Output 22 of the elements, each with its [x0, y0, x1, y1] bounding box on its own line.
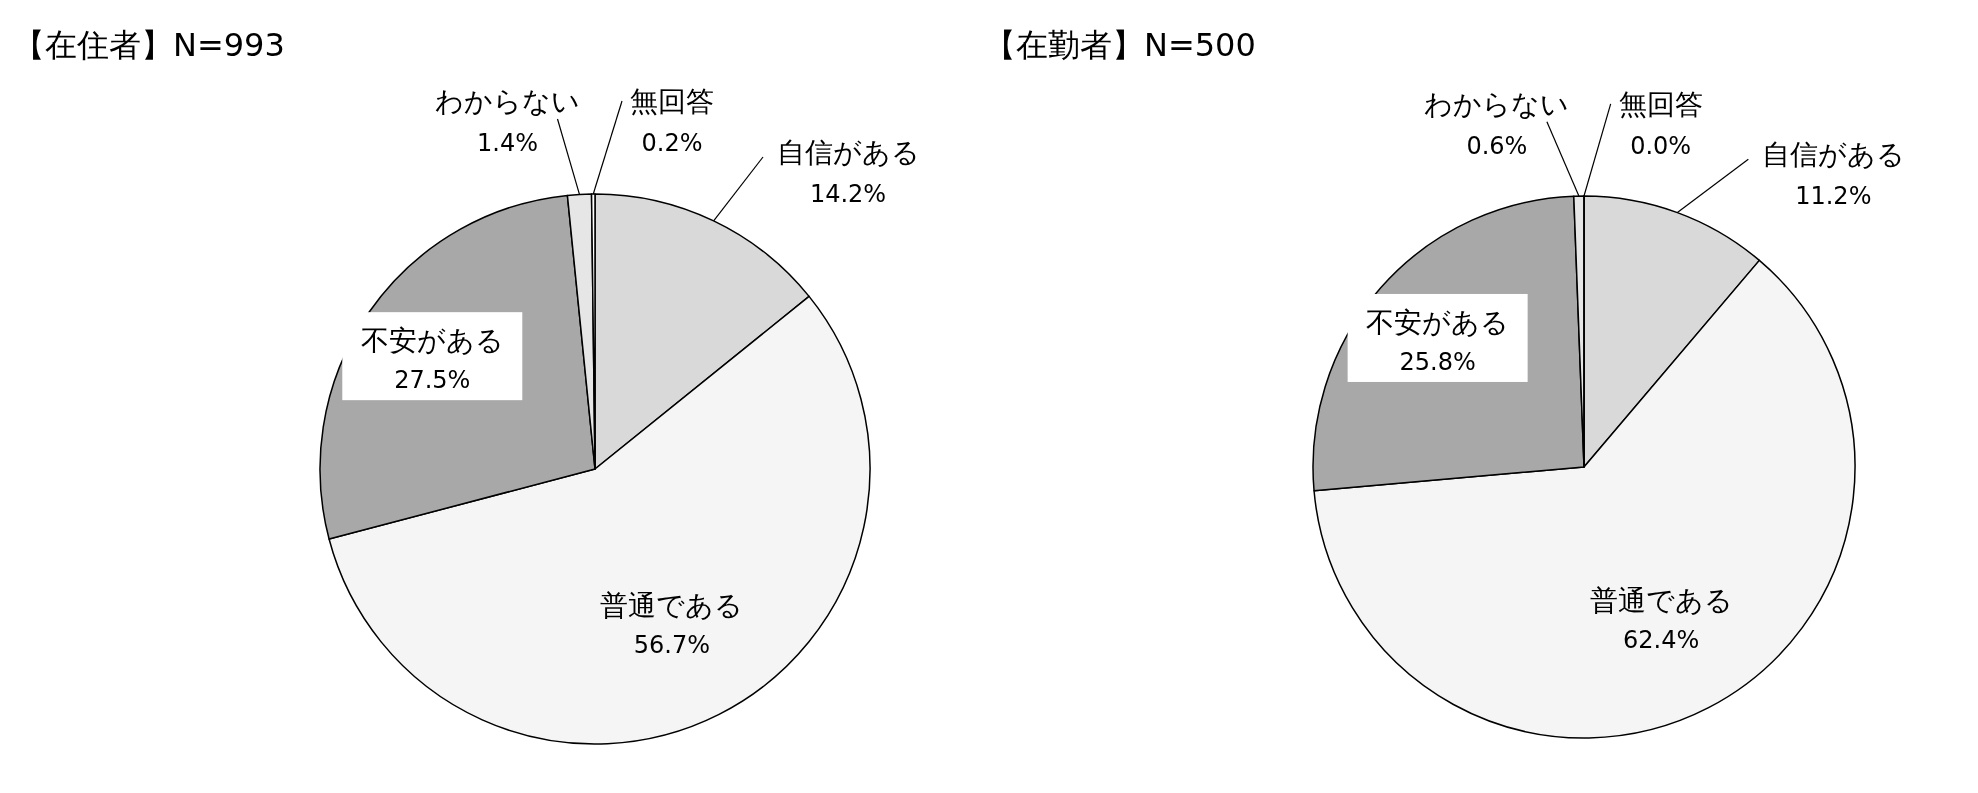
text: 0.0% — [1630, 131, 1692, 160]
data-label: 0.6% — [1466, 131, 1528, 160]
category-label: 無回答 — [1618, 87, 1703, 121]
slice-label: 普通である — [600, 589, 744, 623]
data-label: 14.2% — [809, 180, 887, 208]
slice-label: 自信がある — [1761, 138, 1905, 172]
chart-title: 【在勤者】N=500 — [984, 26, 1256, 64]
slice-label: 不安がある — [360, 324, 504, 358]
slice-label: 自信がある — [776, 136, 920, 169]
data-label: 56.7% — [633, 631, 711, 660]
slice-label: わからない — [435, 85, 580, 118]
data-label: 25.8% — [1399, 347, 1476, 376]
data-label: 1.4% — [477, 129, 538, 157]
data-label: 0.2% — [641, 129, 703, 157]
slice-label: 無回答 — [630, 85, 714, 118]
slice-label: 不安がある — [1366, 305, 1510, 339]
slice-label: 普通である — [1589, 584, 1733, 618]
data-label: 11.2% — [1795, 182, 1872, 211]
slice-label: わからない — [1424, 87, 1570, 121]
data-label: 27.5% — [394, 366, 471, 395]
chart-title: 【在住者】N=993 — [13, 26, 285, 64]
data-label: 62.4% — [1623, 626, 1700, 655]
